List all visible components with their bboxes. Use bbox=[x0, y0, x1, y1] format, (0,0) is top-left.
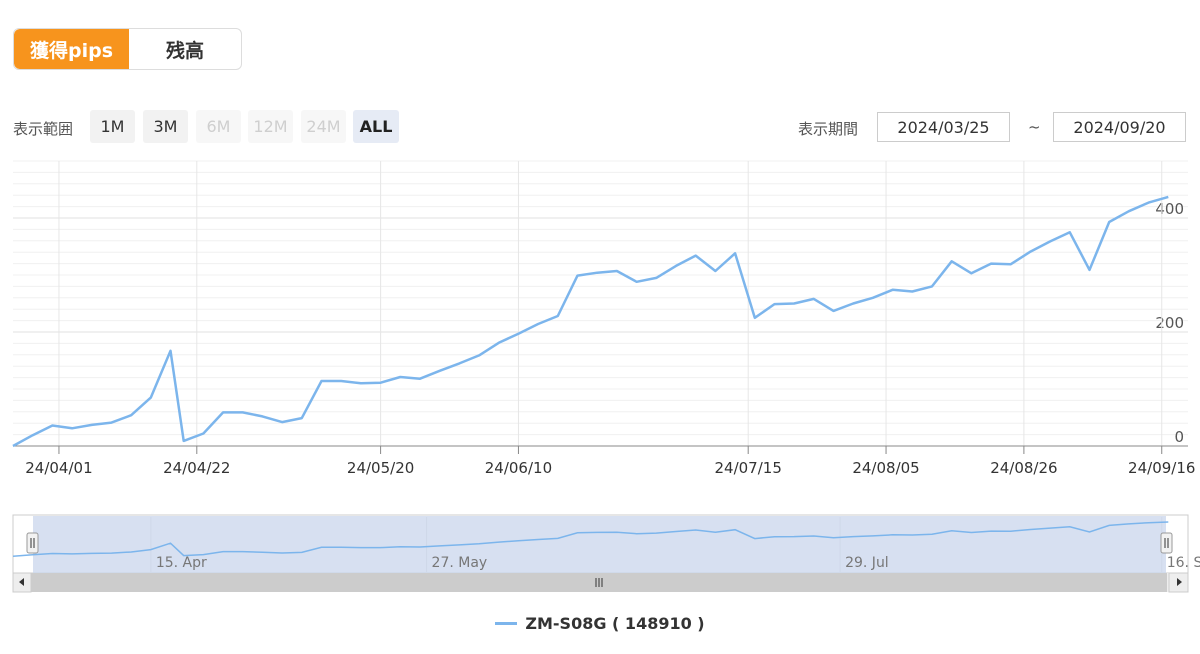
range-label: 表示範囲 bbox=[13, 120, 74, 138]
navigator-mask[interactable] bbox=[33, 516, 1166, 573]
y-tick-label: 200 bbox=[1155, 314, 1184, 332]
series-line bbox=[12, 195, 1169, 448]
navigator-label: 29. Jul bbox=[845, 555, 889, 571]
navigator-label: 27. May bbox=[432, 555, 488, 571]
navigator-label: 15. Apr bbox=[156, 555, 207, 571]
legend-label: ZM-S08G ( 148910 ) bbox=[525, 614, 705, 633]
navigator-line bbox=[12, 521, 1169, 558]
legend-swatch bbox=[495, 622, 518, 625]
y-tick-label: 400 bbox=[1155, 200, 1184, 218]
x-tick-label: 24/09/16 bbox=[1128, 459, 1195, 477]
tab-balance[interactable]: 残高 bbox=[165, 39, 204, 62]
legend[interactable]: ZM-S08G ( 148910 ) bbox=[0, 614, 1200, 633]
range-12m-button[interactable]: 12M bbox=[248, 110, 293, 143]
x-tick-label: 24/04/01 bbox=[25, 459, 92, 477]
navigator-handle-left[interactable] bbox=[26, 532, 39, 554]
grip-icon bbox=[595, 578, 603, 587]
period-label: 表示期間 bbox=[798, 120, 859, 138]
navigator-label: 16. Sep bbox=[1167, 555, 1200, 571]
scrollbar[interactable] bbox=[12, 572, 1189, 593]
period-separator: ~ bbox=[1028, 118, 1041, 136]
navigator[interactable]: 15. Apr 27. May 29. Jul 16. Sep bbox=[12, 514, 1200, 574]
x-tick-label: 24/05/20 bbox=[347, 459, 414, 477]
x-tick-label: 24/08/26 bbox=[990, 459, 1057, 477]
period-to-input[interactable] bbox=[1053, 112, 1186, 142]
navigator-handle-right[interactable] bbox=[1160, 532, 1173, 554]
x-tick-label: 24/06/10 bbox=[485, 459, 552, 477]
x-tick-label: 24/08/05 bbox=[852, 459, 919, 477]
arrow-left-icon bbox=[19, 578, 24, 586]
tab-pips[interactable]: 獲得pips bbox=[14, 29, 129, 69]
arrow-right-icon bbox=[1177, 578, 1182, 586]
range-1m-button[interactable]: 1M bbox=[90, 110, 135, 143]
range-all-button[interactable]: ALL bbox=[353, 110, 399, 143]
x-tick-label: 24/07/15 bbox=[715, 459, 782, 477]
range-24m-button[interactable]: 24M bbox=[301, 110, 346, 143]
range-6m-button[interactable]: 6M bbox=[196, 110, 241, 143]
pips-chart: 0 200 400 24/04/01 24/04/22 24/05/20 24/06/10… bbox=[12, 160, 1200, 593]
x-tick-label: 24/04/22 bbox=[163, 459, 230, 477]
y-tick-label: 0 bbox=[1174, 428, 1184, 446]
period-from-input[interactable] bbox=[877, 112, 1010, 142]
chart-mode-tabs: 獲得pips 残高 bbox=[13, 28, 242, 70]
range-3m-button[interactable]: 3M bbox=[143, 110, 188, 143]
